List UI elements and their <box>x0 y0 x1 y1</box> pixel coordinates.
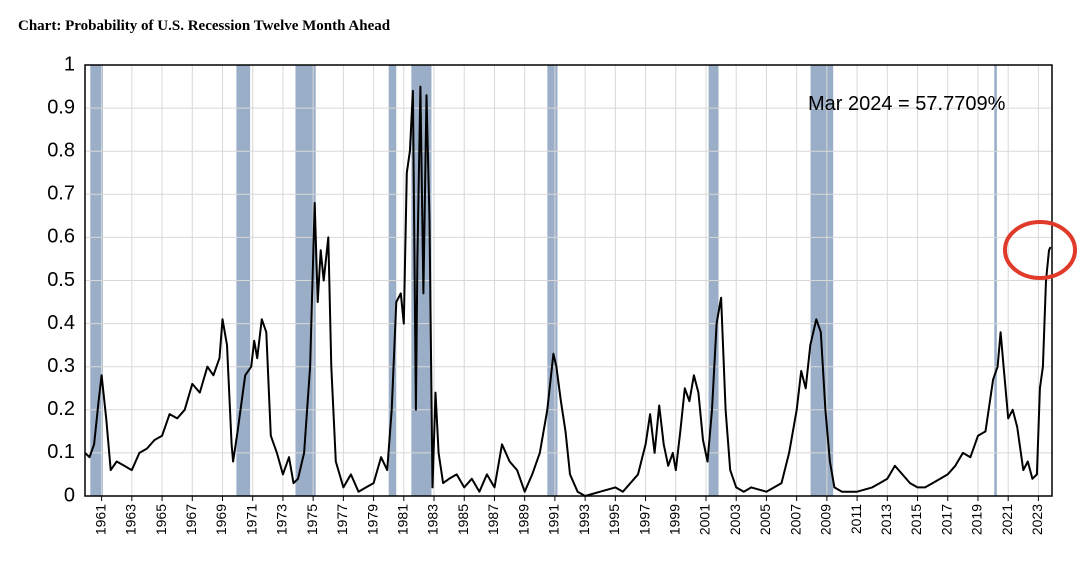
x-tick-label: 1979 <box>364 504 380 535</box>
x-tick-label: 1997 <box>636 504 652 535</box>
x-tick-label: 1983 <box>425 504 441 535</box>
x-tick-label: 2023 <box>1029 504 1045 535</box>
y-tick-label: 0.7 <box>47 183 75 205</box>
x-tick-label: 1995 <box>606 504 622 535</box>
y-tick-label: 0.9 <box>47 96 75 118</box>
x-tick-label: 1987 <box>485 504 501 535</box>
y-tick-label: 0.4 <box>47 312 75 334</box>
x-tick-label: 1967 <box>183 504 199 535</box>
highlight-circle <box>1003 220 1077 280</box>
x-tick-label: 2009 <box>818 504 834 535</box>
x-tick-label: 1971 <box>243 504 259 535</box>
x-tick-label: 1963 <box>123 504 139 535</box>
x-tick-label: 1973 <box>274 504 290 535</box>
y-tick-label: 0.8 <box>47 139 75 161</box>
x-tick-label: 1981 <box>395 504 411 535</box>
annotation: Mar 2024 = 57.7709% <box>808 93 1006 115</box>
x-tick-label: 1991 <box>546 504 562 535</box>
x-tick-label: 1969 <box>213 504 229 535</box>
x-tick-label: 2007 <box>787 504 803 535</box>
x-tick-label: 2011 <box>848 504 864 534</box>
x-tick-label: 1977 <box>334 504 350 535</box>
x-tick-label: 1989 <box>515 504 531 535</box>
x-tick-label: 1985 <box>455 504 471 535</box>
x-tick-label: 1975 <box>304 504 320 535</box>
y-tick-label: 0 <box>64 484 75 506</box>
x-tick-label: 2021 <box>999 504 1015 535</box>
y-tick-label: 0.1 <box>47 441 75 463</box>
y-tick-label: 0.6 <box>47 226 75 248</box>
x-tick-label: 2005 <box>757 504 773 535</box>
x-tick-label: 1999 <box>666 504 682 535</box>
y-tick-label: 0.3 <box>47 355 75 377</box>
data-line <box>84 85 1052 497</box>
x-tick-label: 2019 <box>969 504 985 535</box>
x-tick-label: 2015 <box>908 504 924 535</box>
x-tick-label: 1993 <box>576 504 592 535</box>
x-tick-label: 2001 <box>697 504 713 535</box>
y-tick-label: 0.2 <box>47 398 75 420</box>
y-tick-label: 0.5 <box>47 269 75 291</box>
x-tick-label: 1965 <box>153 504 169 535</box>
chart-title: Chart: Probability of U.S. Recession Twe… <box>18 18 391 34</box>
x-tick-label: 1961 <box>92 504 108 535</box>
y-tick-label: 1 <box>64 53 75 75</box>
x-tick-label: 2003 <box>727 504 743 535</box>
x-tick-label: 2013 <box>878 504 894 535</box>
plot-frame <box>84 64 1053 497</box>
x-tick-label: 2017 <box>938 504 954 535</box>
